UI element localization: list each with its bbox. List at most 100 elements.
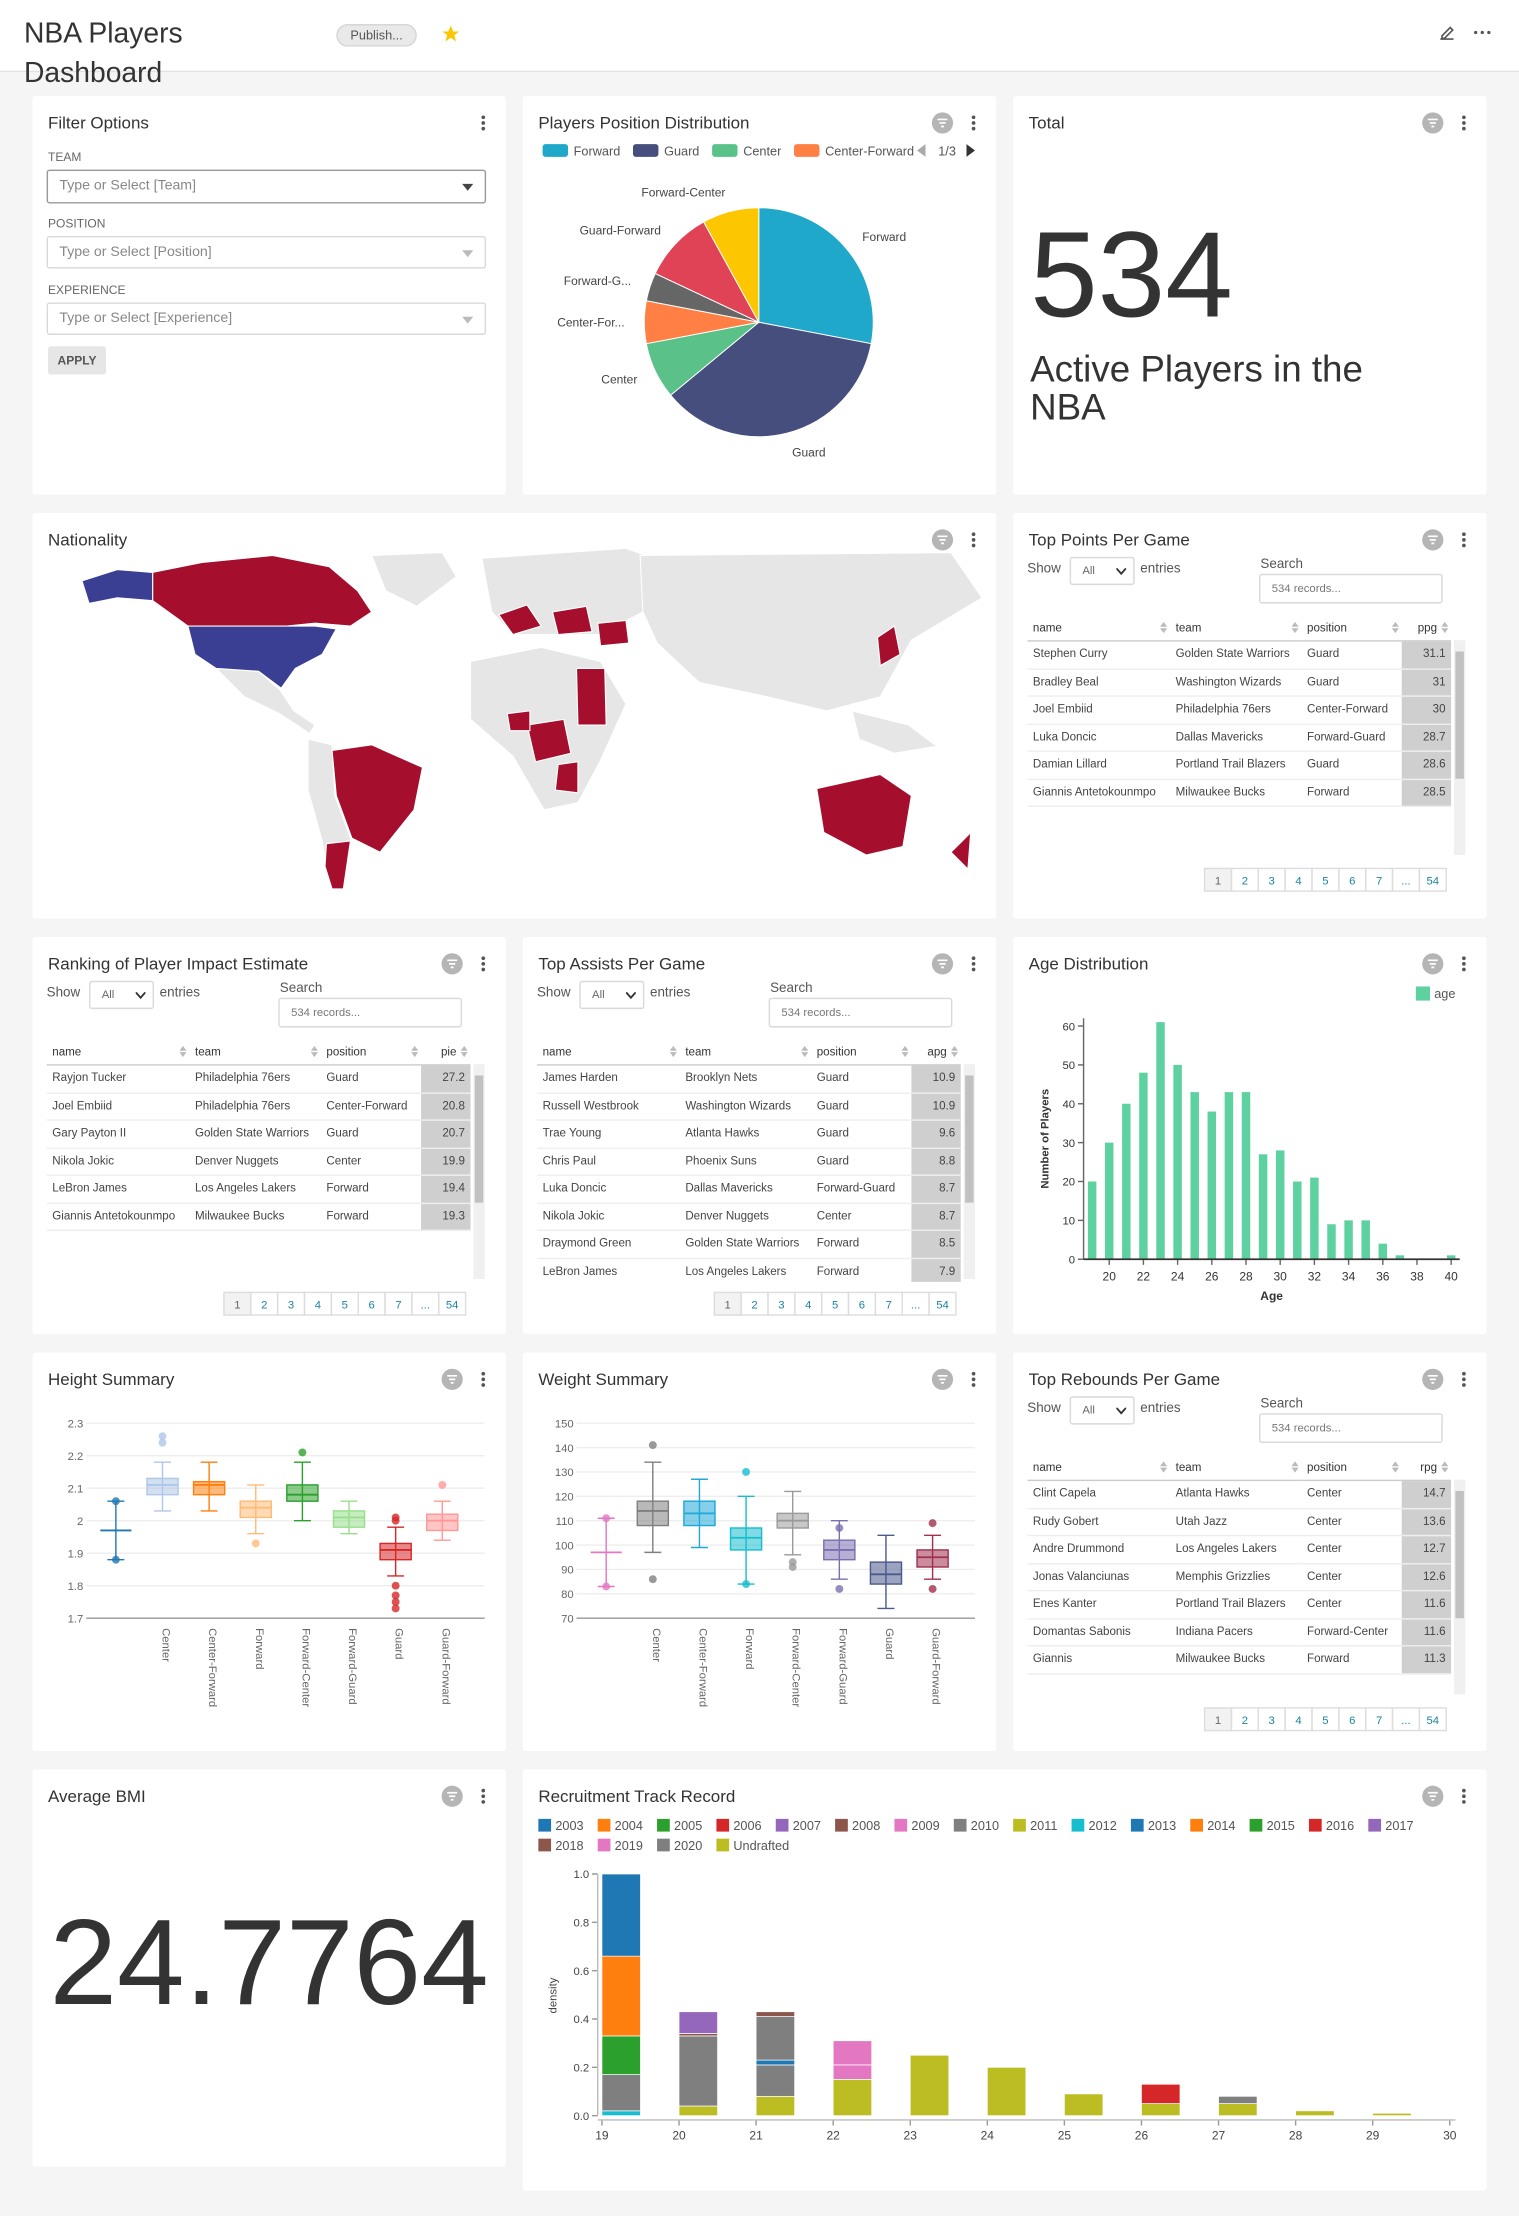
column-header[interactable]: team [1169,1454,1302,1482]
apply-button[interactable]: APPLY [48,346,106,375]
filter-indicator[interactable] [931,953,954,976]
legend-prev[interactable] [917,144,926,157]
page-button[interactable]: 5 [1311,1707,1340,1732]
column-header[interactable]: team [189,1038,321,1066]
length-select[interactable]: All [89,980,155,1010]
card-menu[interactable] [967,113,981,133]
status-badge[interactable]: Publish... [336,24,417,47]
search-input[interactable]: 534 records... [1259,1413,1443,1443]
page-button[interactable]: ... [1391,1707,1421,1732]
filter-indicator[interactable] [1421,1785,1444,1808]
column-header[interactable]: apg [911,1038,961,1066]
length-select[interactable]: All [579,980,645,1010]
card-menu[interactable] [476,954,490,974]
length-select[interactable]: All [1069,556,1135,586]
page-button[interactable]: ... [1391,867,1421,892]
page-button[interactable]: 2 [740,1291,769,1316]
filter-select[interactable]: Type or Select [Position] [46,236,487,269]
card-menu[interactable] [967,530,981,550]
card-menu[interactable] [476,1369,490,1389]
length-select[interactable]: All [1069,1396,1135,1425]
page-button[interactable]: 4 [1284,867,1313,892]
x-tick-label: Guard-Forward [439,1628,451,1705]
search-input[interactable]: 534 records... [768,997,953,1028]
column-header[interactable]: name [1027,614,1170,642]
filter-indicator[interactable] [1421,1368,1444,1391]
filter-indicator[interactable] [1421,953,1444,976]
column-header[interactable]: team [679,1038,812,1066]
page-button[interactable]: 54 [1418,1707,1447,1732]
page-button[interactable]: 6 [1338,1707,1367,1732]
page-button[interactable]: 3 [767,1291,796,1316]
filter-indicator[interactable] [441,953,464,976]
filter-indicator[interactable] [1421,529,1444,552]
page-button[interactable]: 3 [1257,867,1286,892]
card-menu[interactable] [1457,1786,1471,1806]
filter-indicator[interactable] [441,1368,464,1391]
page-button[interactable]: ... [411,1291,440,1316]
favorite-star[interactable] [441,24,461,44]
table-cell: Giannis Antetokounmpo [46,1202,190,1231]
filter-select[interactable]: Type or Select [Experience] [46,302,487,335]
card-menu[interactable] [476,1786,490,1806]
column-name: position [326,1045,367,1058]
page-button[interactable]: 1 [713,1291,742,1316]
column-header[interactable]: ppg [1401,614,1452,642]
filter-select[interactable]: Type or Select [Team] [46,169,487,204]
card-menu[interactable] [1457,530,1471,550]
column-header[interactable]: pie [421,1038,471,1066]
column-header[interactable]: name [536,1038,680,1066]
y-tick-label: 60 [1063,1021,1076,1033]
column-header[interactable]: position [320,1038,422,1066]
page-button[interactable]: 6 [1338,867,1367,892]
page-button[interactable]: 54 [1418,867,1447,892]
page-button[interactable]: 2 [250,1291,279,1316]
page-button[interactable]: 1 [223,1291,252,1316]
card-menu[interactable] [476,113,490,133]
card-menu[interactable] [1457,1369,1471,1389]
page-button[interactable]: 1 [1203,867,1233,892]
page-button[interactable]: 7 [1364,1707,1394,1732]
page-button[interactable]: 54 [928,1291,957,1316]
page-button[interactable]: 5 [330,1291,359,1316]
card-menu[interactable] [967,954,981,974]
page-button[interactable]: 6 [357,1291,386,1316]
more-icon[interactable] [1472,23,1492,43]
page-button[interactable]: 2 [1230,1707,1260,1732]
page-button[interactable]: 2 [1230,867,1260,892]
filter-indicator[interactable] [1421,112,1444,135]
table-row: Giannis Antetokounmpo Milwaukee Bucks Forw… [46,1202,471,1231]
page-button[interactable]: 6 [847,1291,877,1316]
page-button[interactable]: 7 [384,1291,413,1316]
card-menu[interactable] [1457,954,1471,974]
page-button[interactable]: 3 [1257,1707,1286,1732]
page-button[interactable]: 3 [276,1291,306,1316]
column-header[interactable]: position [1301,1454,1402,1482]
search-input[interactable]: 534 records... [1259,573,1443,604]
page-button[interactable]: 7 [874,1291,903,1316]
page-button[interactable]: 7 [1364,867,1394,892]
page-button[interactable]: 1 [1203,1707,1233,1732]
page-button[interactable]: 4 [794,1291,823,1316]
column-header[interactable]: position [1301,614,1402,642]
column-header[interactable]: position [811,1038,912,1066]
card-menu[interactable] [1457,113,1471,133]
filter-indicator[interactable] [441,1785,464,1808]
card-menu[interactable] [967,1369,981,1389]
column-header[interactable]: rpg [1401,1454,1452,1482]
page-button[interactable]: ... [901,1291,930,1316]
page-button[interactable]: 54 [438,1291,467,1316]
filter-indicator[interactable] [931,112,954,135]
page-button[interactable]: 4 [303,1291,333,1316]
column-header[interactable]: name [46,1038,190,1066]
search-input[interactable]: 534 records... [278,997,463,1028]
legend-next[interactable] [966,144,975,157]
column-header[interactable]: team [1169,614,1302,642]
page-button[interactable]: 5 [820,1291,850,1316]
filter-indicator[interactable] [931,529,954,552]
filter-indicator[interactable] [931,1368,954,1391]
page-button[interactable]: 5 [1311,867,1340,892]
page-button[interactable]: 4 [1284,1707,1313,1732]
column-header[interactable]: name [1027,1454,1170,1482]
edit-icon[interactable] [1437,23,1457,43]
